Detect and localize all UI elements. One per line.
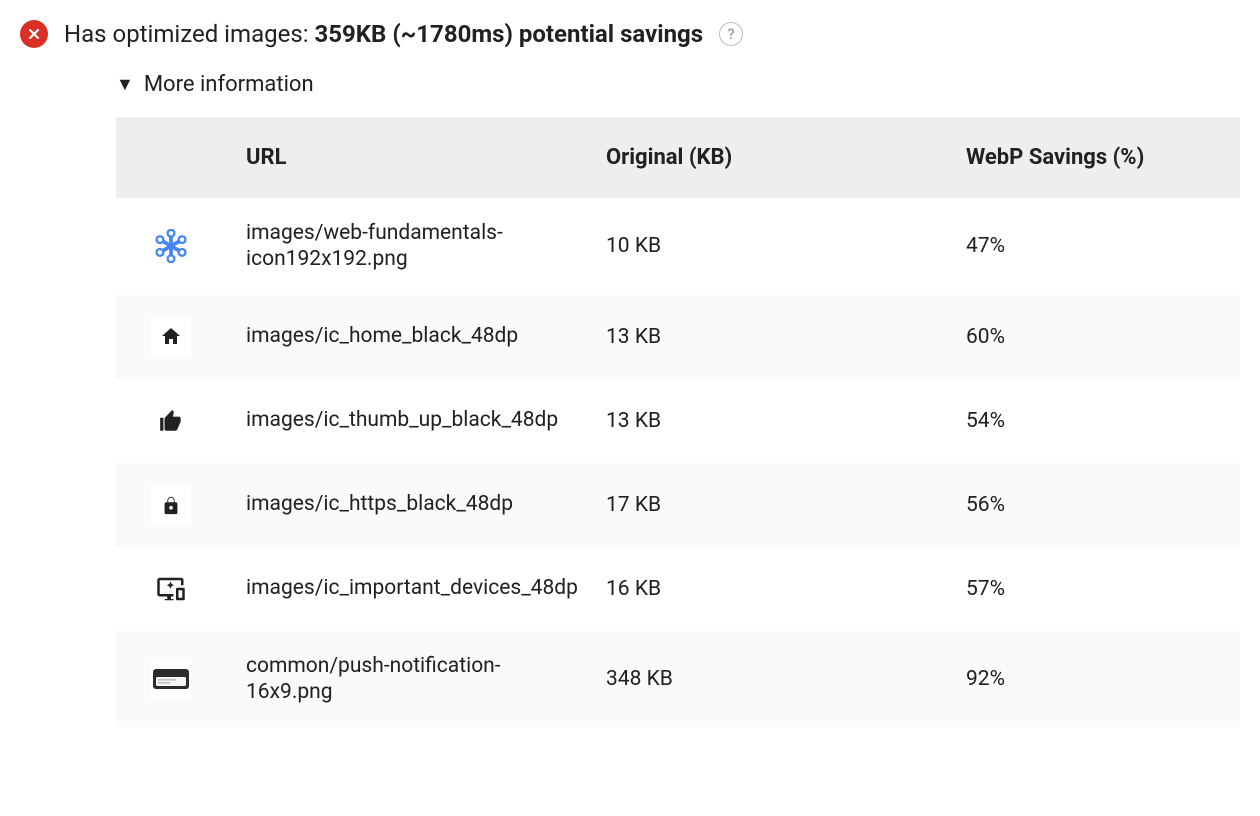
row-original-size: 348 KB	[586, 631, 946, 728]
thumb-up-icon	[158, 408, 184, 434]
more-info-label: More information	[144, 72, 314, 97]
audit-title-savings: 359KB (~1780ms) potential savings	[314, 20, 703, 48]
asterisk-icon	[154, 229, 188, 263]
more-info-toggle[interactable]: ▼ More information	[116, 72, 1240, 97]
image-optimization-table: URL Original (KB) WebP Savings (%) image…	[116, 117, 1240, 727]
table-row: common/push-notification-16x9.png348 KB9…	[116, 631, 1240, 728]
row-original-size: 10 KB	[586, 198, 946, 295]
table-row: images/ic_important_devices_48dp16 KB57%	[116, 547, 1240, 631]
row-thumbnail	[116, 463, 226, 547]
row-thumbnail	[116, 631, 226, 728]
table-row: images/web-fundamentals-icon192x192.png1…	[116, 198, 1240, 295]
table-row: images/ic_thumb_up_black_48dp13 KB54%	[116, 379, 1240, 463]
col-header-savings: WebP Savings (%)	[946, 117, 1240, 198]
devices-icon	[156, 574, 186, 604]
row-thumbnail	[116, 379, 226, 463]
home-icon	[159, 325, 183, 349]
col-header-url: URL	[226, 117, 586, 198]
row-original-size: 13 KB	[586, 379, 946, 463]
row-webp-savings: 60%	[946, 295, 1240, 379]
row-webp-savings: 92%	[946, 631, 1240, 728]
audit-details: ▼ More information URL Original (KB) Web…	[116, 72, 1240, 727]
row-original-size: 13 KB	[586, 295, 946, 379]
row-webp-savings: 56%	[946, 463, 1240, 547]
table-row: images/ic_home_black_48dp13 KB60%	[116, 295, 1240, 379]
row-thumbnail	[116, 295, 226, 379]
row-thumbnail	[116, 547, 226, 631]
table-row: images/ic_https_black_48dp17 KB56%	[116, 463, 1240, 547]
row-original-size: 17 KB	[586, 463, 946, 547]
table-header-row: URL Original (KB) WebP Savings (%)	[116, 117, 1240, 198]
row-thumbnail	[116, 198, 226, 295]
row-url: images/ic_https_black_48dp	[226, 463, 586, 547]
help-icon[interactable]: ?	[719, 22, 743, 46]
row-url: images/ic_home_black_48dp	[226, 295, 586, 379]
lock-icon	[160, 494, 182, 516]
audit-header: Has optimized images: 359KB (~1780ms) po…	[20, 20, 1240, 48]
row-webp-savings: 54%	[946, 379, 1240, 463]
row-url: images/web-fundamentals-icon192x192.png	[226, 198, 586, 295]
push-notif-icon	[152, 667, 190, 691]
error-icon	[20, 20, 48, 48]
audit-title-prefix: Has optimized images:	[64, 20, 314, 48]
chevron-down-icon: ▼	[116, 76, 134, 94]
row-url: images/ic_thumb_up_black_48dp	[226, 379, 586, 463]
col-header-thumb	[116, 117, 226, 198]
row-webp-savings: 47%	[946, 198, 1240, 295]
audit-title: Has optimized images: 359KB (~1780ms) po…	[64, 20, 703, 48]
row-url: common/push-notification-16x9.png	[226, 631, 586, 728]
row-original-size: 16 KB	[586, 547, 946, 631]
row-webp-savings: 57%	[946, 547, 1240, 631]
row-url: images/ic_important_devices_48dp	[226, 547, 586, 631]
col-header-original: Original (KB)	[586, 117, 946, 198]
